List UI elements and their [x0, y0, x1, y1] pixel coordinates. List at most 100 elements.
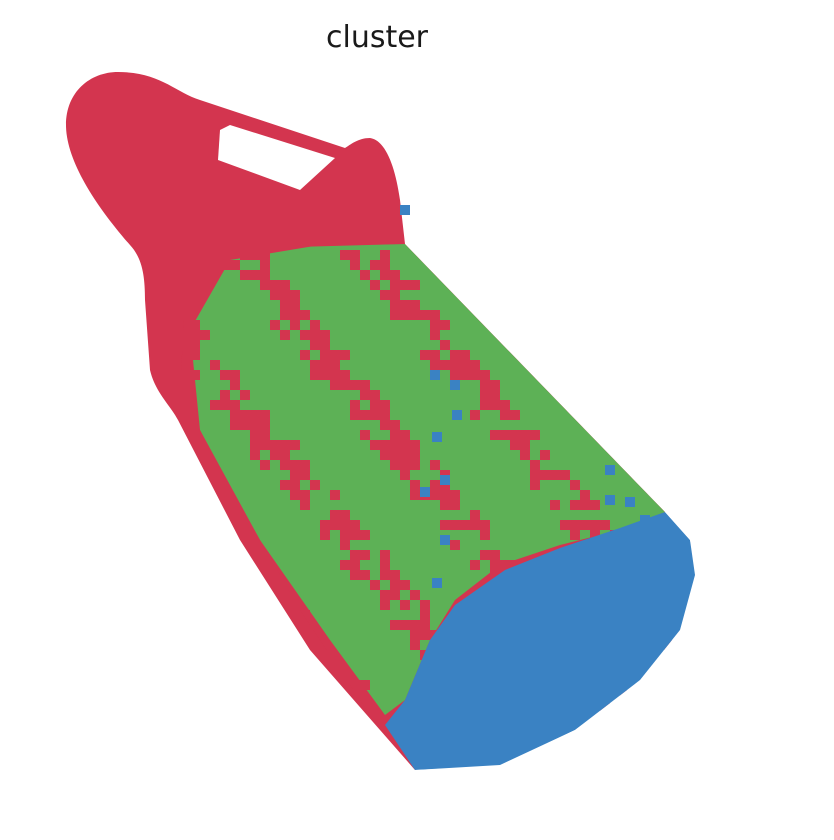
red-speckle — [490, 260, 500, 270]
red-speckle — [570, 330, 580, 340]
red-speckle — [250, 410, 260, 420]
red-speckle — [510, 560, 520, 570]
red-speckle — [220, 530, 230, 540]
red-speckle — [470, 560, 480, 570]
red-speckle — [310, 320, 320, 330]
red-speckle — [550, 310, 560, 320]
red-speckle — [610, 250, 620, 260]
red-speckle — [470, 410, 480, 420]
red-speckle — [330, 490, 340, 500]
red-speckle — [480, 390, 490, 400]
red-speckle — [230, 420, 240, 430]
red-speckle — [560, 320, 570, 330]
red-speckle — [400, 580, 410, 590]
red-speckle — [310, 480, 320, 490]
red-speckle — [640, 440, 650, 450]
red-speckle — [370, 390, 380, 400]
red-speckle — [260, 280, 270, 290]
red-speckle — [180, 350, 190, 360]
red-speckle — [200, 490, 210, 500]
blue-speckle — [605, 465, 615, 475]
red-speckle — [300, 610, 310, 620]
red-speckle — [440, 340, 450, 350]
red-speckle — [310, 330, 320, 340]
red-speckle — [190, 350, 200, 360]
red-speckle — [390, 570, 400, 580]
red-speckle — [570, 530, 580, 540]
red-speckle — [560, 360, 570, 370]
red-speckle — [180, 650, 190, 660]
red-speckle — [250, 450, 260, 460]
red-speckle — [470, 360, 480, 370]
red-speckle — [480, 370, 490, 380]
red-speckle — [630, 420, 640, 430]
red-speckle — [410, 490, 420, 500]
red-speckle — [620, 440, 630, 450]
red-speckle — [350, 560, 360, 570]
red-speckle — [390, 420, 400, 430]
red-speckle — [220, 370, 230, 380]
red-speckle — [210, 700, 220, 710]
red-speckle — [450, 500, 460, 510]
red-speckle — [330, 370, 340, 380]
red-speckle — [350, 410, 360, 420]
red-speckle — [200, 510, 210, 520]
red-speckle — [290, 480, 300, 490]
red-speckle — [500, 560, 510, 570]
red-speckle — [290, 320, 300, 330]
red-speckle — [550, 470, 560, 480]
blue-speckle — [420, 487, 430, 497]
red-speckle — [360, 390, 370, 400]
red-speckle — [420, 630, 430, 640]
red-speckle — [490, 570, 500, 580]
red-speckle — [330, 510, 340, 520]
red-speckle — [300, 490, 310, 500]
red-speckle — [500, 260, 510, 270]
red-speckle — [570, 500, 580, 510]
blue-speckle — [440, 475, 450, 485]
red-speckle — [190, 330, 200, 340]
red-speckle — [620, 420, 630, 430]
red-speckle — [580, 360, 590, 370]
red-speckle — [350, 380, 360, 390]
red-speckle — [570, 370, 580, 380]
red-speckle — [660, 310, 670, 320]
red-speckle — [180, 660, 190, 670]
red-speckle — [410, 300, 420, 310]
red-speckle — [440, 360, 450, 370]
red-speckle — [400, 470, 410, 480]
red-speckle — [420, 620, 430, 630]
red-speckle — [600, 390, 610, 400]
red-speckle — [460, 350, 470, 360]
red-speckle — [310, 340, 320, 350]
red-speckle — [590, 390, 600, 400]
red-speckle — [380, 440, 390, 450]
red-speckle — [230, 540, 240, 550]
red-speckle — [650, 440, 660, 450]
red-speckle — [390, 270, 400, 280]
red-speckle — [670, 640, 680, 650]
red-speckle — [430, 360, 440, 370]
red-speckle — [400, 620, 410, 630]
red-speckle — [400, 460, 410, 470]
red-speckle — [460, 360, 470, 370]
red-speckle — [590, 520, 600, 530]
blue-speckle — [440, 535, 450, 545]
red-speckle — [650, 470, 660, 480]
red-speckle — [620, 260, 630, 270]
red-speckle — [180, 630, 190, 640]
red-speckle — [460, 370, 470, 380]
blue-speckle — [432, 432, 442, 442]
red-speckle — [280, 440, 290, 450]
red-speckle — [230, 680, 240, 690]
red-speckle — [490, 390, 500, 400]
red-speckle — [460, 520, 470, 530]
red-speckle — [540, 300, 550, 310]
red-speckle — [520, 290, 530, 300]
red-speckle — [400, 440, 410, 450]
red-speckle — [450, 540, 460, 550]
red-speckle — [510, 280, 520, 290]
red-speckle — [380, 400, 390, 410]
red-speckle — [390, 310, 400, 320]
red-speckle — [280, 460, 290, 470]
